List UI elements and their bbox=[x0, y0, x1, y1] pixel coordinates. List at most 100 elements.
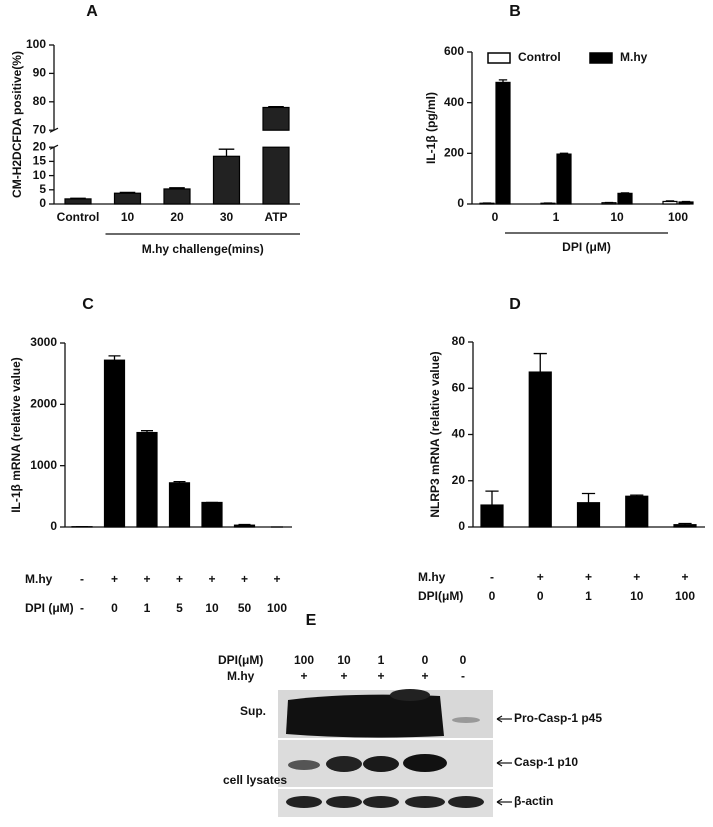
y-tick-label: 400 bbox=[444, 95, 464, 109]
error-bar bbox=[108, 355, 121, 361]
x-tick-label: 100 bbox=[668, 210, 688, 224]
legend-label: Control bbox=[518, 50, 561, 64]
x-tick-label: 30 bbox=[220, 210, 234, 224]
arrows bbox=[496, 715, 512, 806]
section-label: Sup. bbox=[240, 704, 266, 718]
panel-label: C bbox=[82, 296, 94, 313]
error-bar bbox=[559, 152, 569, 155]
error-bar bbox=[681, 200, 691, 203]
error-bar bbox=[485, 490, 499, 506]
error-bar bbox=[169, 187, 185, 189]
row-label: M.hy bbox=[25, 572, 53, 586]
blot-band bbox=[286, 796, 322, 808]
x-tick-label: 1 bbox=[553, 210, 560, 224]
blot-band bbox=[286, 694, 444, 738]
x-tick-label: 10 bbox=[121, 210, 135, 224]
group-label: M.hy challenge(mins) bbox=[142, 242, 264, 256]
lane-label: + bbox=[340, 669, 347, 683]
error-bar bbox=[620, 192, 630, 194]
bar bbox=[576, 502, 601, 528]
row-value: + bbox=[208, 572, 215, 586]
y-tick-label: 70 bbox=[33, 122, 47, 136]
blot-band bbox=[403, 754, 447, 772]
bar bbox=[212, 155, 241, 205]
y-tick-label: 60 bbox=[452, 380, 466, 394]
y-tick-label: 0 bbox=[458, 519, 465, 533]
y-tick-label: 0 bbox=[457, 196, 464, 210]
bar bbox=[201, 501, 223, 528]
row-value: 0 bbox=[537, 589, 544, 603]
blot-band bbox=[405, 796, 445, 808]
y-tick-label: 3000 bbox=[30, 335, 57, 349]
error-bar bbox=[70, 197, 86, 199]
y-tick-label: 100 bbox=[26, 37, 46, 51]
y-tick-label: 20 bbox=[33, 139, 47, 153]
lane-label: + bbox=[300, 669, 307, 683]
lane-label: + bbox=[421, 669, 428, 683]
legend-swatch bbox=[589, 52, 613, 64]
y-tick-label: 10 bbox=[33, 168, 47, 182]
row-value: + bbox=[176, 572, 183, 586]
y-tick-label: 1000 bbox=[30, 458, 57, 472]
panel-label: B bbox=[509, 3, 521, 20]
error-bar bbox=[533, 352, 547, 373]
blot-band bbox=[288, 760, 320, 770]
section-label: cell lysates bbox=[223, 773, 287, 787]
bar bbox=[480, 504, 504, 528]
bar bbox=[113, 192, 142, 205]
y-tick-label: 0 bbox=[39, 196, 46, 210]
bar bbox=[233, 524, 256, 528]
bar bbox=[678, 201, 694, 205]
lane-label: + bbox=[377, 669, 384, 683]
bar bbox=[625, 495, 649, 528]
y-axis-label: IL-1β (pg/ml) bbox=[424, 92, 438, 164]
lane-label: 0 bbox=[422, 653, 429, 667]
blot-band bbox=[390, 689, 430, 701]
arrow-head bbox=[496, 759, 503, 767]
row-label: M.hy bbox=[227, 669, 255, 683]
y-tick-label: 600 bbox=[444, 44, 464, 58]
row-value: 1 bbox=[144, 601, 151, 615]
error-bar bbox=[119, 191, 136, 194]
lane-label: 100 bbox=[294, 653, 314, 667]
blot-band bbox=[363, 796, 399, 808]
row-value: - bbox=[490, 570, 494, 584]
error-bar bbox=[218, 148, 235, 157]
row-value: 100 bbox=[675, 589, 695, 603]
arrow-head bbox=[496, 798, 503, 806]
row-value: 50 bbox=[238, 601, 252, 615]
row-value: + bbox=[143, 572, 150, 586]
x-tick-label: 0 bbox=[492, 210, 499, 224]
row-value: 0 bbox=[111, 601, 118, 615]
band-label: Pro-Casp-1 p45 bbox=[514, 711, 602, 725]
y-tick-label: 2000 bbox=[30, 397, 57, 411]
panel-label: D bbox=[509, 296, 521, 313]
row-label: DPI (μM) bbox=[25, 601, 74, 615]
bar bbox=[673, 524, 697, 528]
error-bar bbox=[498, 79, 508, 83]
row-value: 5 bbox=[176, 601, 183, 615]
y-axis-label: IL-1β mRNA (relative value) bbox=[9, 357, 23, 513]
x-tick-label: ATP bbox=[264, 210, 287, 224]
row-label: DPI(μM) bbox=[218, 653, 263, 667]
error-bar bbox=[630, 494, 644, 497]
row-value: + bbox=[537, 570, 544, 584]
blot-band bbox=[326, 796, 362, 808]
bar bbox=[556, 153, 572, 205]
bar bbox=[262, 106, 290, 131]
row-value: 1 bbox=[585, 589, 592, 603]
error-bar bbox=[581, 492, 596, 503]
bar bbox=[136, 431, 158, 528]
error-bar bbox=[678, 522, 692, 525]
bar bbox=[262, 146, 290, 205]
blot-band bbox=[448, 796, 484, 808]
bar bbox=[528, 371, 552, 528]
row-value: - bbox=[80, 572, 84, 586]
error-bar bbox=[141, 430, 153, 433]
bar bbox=[495, 81, 511, 205]
band-label: Casp-1 p10 bbox=[514, 755, 578, 769]
row-value: + bbox=[585, 570, 592, 584]
bar bbox=[103, 359, 126, 528]
row-value: 0 bbox=[489, 589, 496, 603]
